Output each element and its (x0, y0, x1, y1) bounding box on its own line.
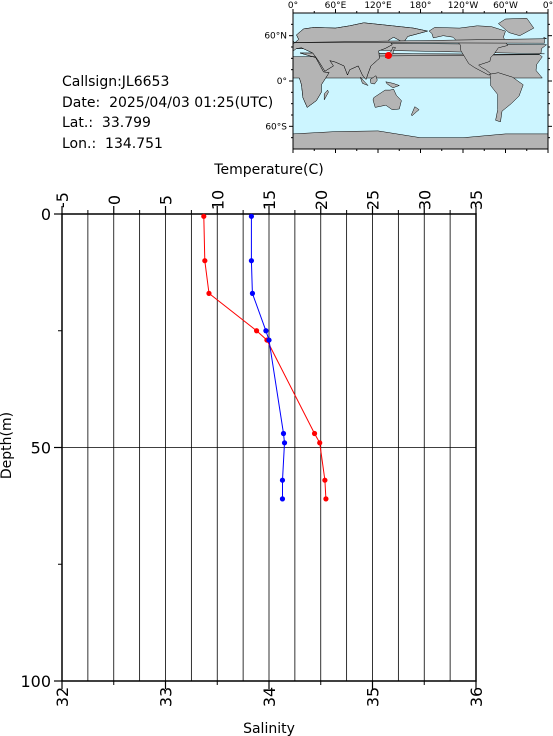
map-landmass (385, 81, 401, 89)
map-left-label: 60°S (265, 122, 287, 132)
map-left-label: 0° (277, 77, 287, 87)
salinity-data-point (263, 328, 269, 334)
salinity-tick-label: 34 (260, 687, 279, 707)
temperature-data-point (253, 328, 260, 334)
temperature-tick-label: 30 (415, 190, 434, 210)
salinity-profile-line (250, 216, 286, 499)
temperature-data-point (311, 430, 318, 437)
salinity-tick-label: 36 (467, 687, 486, 707)
temperature-data-point (322, 477, 328, 483)
temperature-tick-label: 20 (312, 190, 331, 210)
map-top-label: 60°E (325, 1, 347, 11)
latitude-text: Lat.: 33.799 (62, 115, 151, 131)
temperature-tick-label: 5 (157, 195, 176, 205)
callsign-text: Callsign:JL6653 (62, 74, 170, 90)
salinity-data-point (281, 440, 288, 446)
map-top-label: 60°W (493, 1, 518, 11)
depth-axis-title: Depth(m) (0, 412, 15, 479)
temperature-tick-label: -5 (53, 192, 72, 208)
map-landmass (323, 89, 329, 101)
salinity-data-point (279, 477, 286, 483)
map-land-layer (293, 18, 548, 149)
map-landmass (293, 22, 428, 81)
map-top-label: 120°E (364, 1, 392, 11)
temperature-data-point (201, 213, 207, 219)
map-landmass (372, 89, 402, 110)
depth-tick-label: 100 (20, 672, 51, 691)
salinity-tick-label: 33 (157, 687, 176, 707)
map-left-label: 60°N (264, 32, 287, 42)
map-landmass (293, 130, 548, 149)
temperature-tick-label: 0 (105, 195, 124, 205)
temperature-axis-title: Temperature(C) (213, 162, 323, 178)
longitude-text: Lon.: 134.751 (62, 135, 163, 152)
temperature-tick-label: 35 (467, 190, 486, 210)
temperature-tick-label: 10 (208, 190, 227, 210)
temperature-data-point (202, 258, 208, 264)
salinity-data-point (279, 496, 286, 502)
depth-tick-label: 50 (31, 439, 51, 458)
temperature-data-point (206, 290, 212, 296)
salinity-data-point (248, 258, 255, 264)
map-landmass (360, 77, 369, 86)
salinity-data-point (248, 213, 255, 219)
date-text: Date: 2025/04/03 01:25(UTC) (62, 94, 274, 111)
map-top-label: 180° (410, 1, 432, 11)
salinity-axis-title: Salinity (243, 721, 295, 736)
salinity-data-point (266, 337, 272, 343)
temperature-tick-label: 25 (364, 190, 383, 210)
map-landmass (411, 106, 420, 117)
map-top-label: 0° (288, 1, 298, 11)
map-landmass (497, 18, 535, 36)
station-marker (384, 51, 392, 59)
map-landmass (293, 52, 540, 108)
depth-tick-label: 0 (41, 205, 51, 224)
temperature-tick-label: 15 (260, 190, 279, 210)
salinity-data-point (249, 290, 256, 296)
temperature-data-point (317, 440, 323, 446)
temperature-profile-line (203, 216, 327, 499)
map-top-label: 0° (543, 1, 553, 11)
map-top-label: 120°W (448, 1, 479, 11)
salinity-tick-label: 32 (53, 687, 72, 707)
map-landmass (489, 72, 524, 123)
map-landmass (428, 25, 508, 76)
salinity-data-point (280, 430, 287, 437)
salinity-tick-label: 35 (364, 687, 383, 707)
temperature-data-point (323, 496, 329, 502)
map-landmass (369, 75, 378, 85)
map-landmass (294, 36, 548, 44)
station-info: Callsign:JL6653 Date: 2025/04/03 01:25(U… (62, 72, 273, 154)
